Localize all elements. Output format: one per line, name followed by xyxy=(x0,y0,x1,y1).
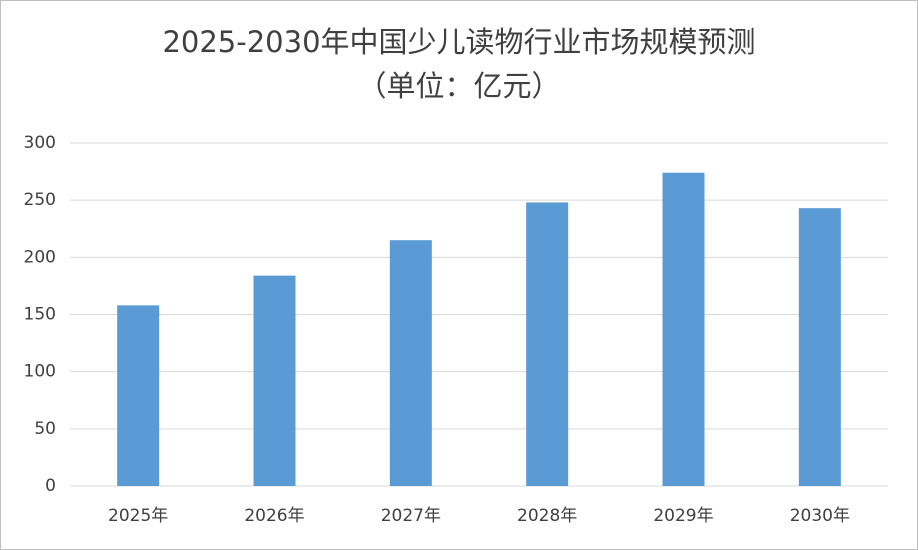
y-tick-label: 50 xyxy=(34,419,56,439)
chart-subtitle: （单位：亿元） xyxy=(357,69,560,103)
x-tick-label: 2029年 xyxy=(653,506,713,526)
y-tick-label: 250 xyxy=(24,190,56,210)
chart-title: 2025-2030年中国少儿读物行业市场规模预测 xyxy=(162,25,755,59)
x-tick-label: 2028年 xyxy=(517,506,577,526)
x-tick-label: 2030年 xyxy=(790,506,850,526)
x-tick-label: 2027年 xyxy=(381,506,441,526)
x-tick-label: 2026年 xyxy=(244,506,304,526)
y-tick-label: 150 xyxy=(24,305,56,325)
bar xyxy=(526,202,569,486)
bar xyxy=(389,240,432,486)
x-tick-label: 2025年 xyxy=(108,506,168,526)
bar xyxy=(117,305,160,486)
bar xyxy=(798,208,841,487)
y-tick-label: 0 xyxy=(45,476,56,496)
y-tick-label: 100 xyxy=(24,362,56,382)
bar xyxy=(253,275,296,486)
y-tick-label: 200 xyxy=(24,247,56,267)
y-tick-label: 300 xyxy=(24,133,56,153)
bar xyxy=(662,172,705,486)
